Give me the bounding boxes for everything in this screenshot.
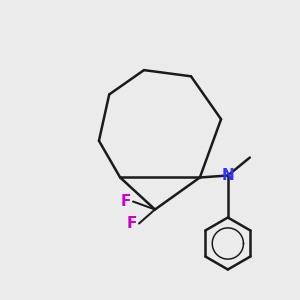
Text: N: N [221,168,234,183]
Text: F: F [121,194,131,209]
Text: F: F [127,216,137,231]
